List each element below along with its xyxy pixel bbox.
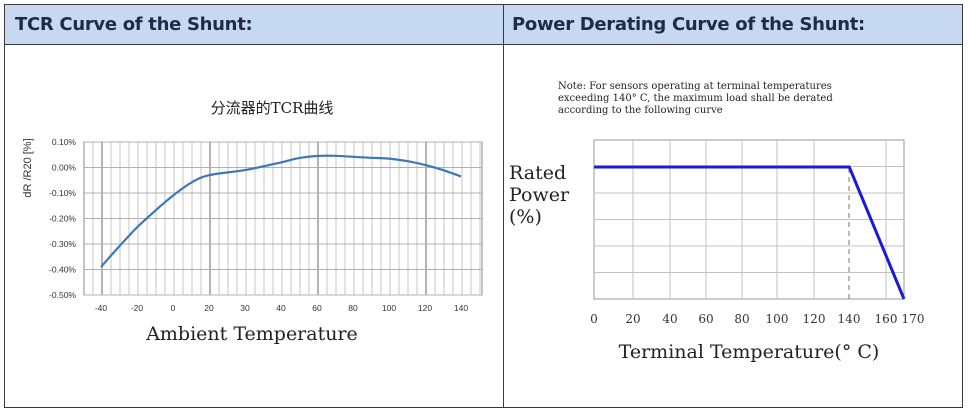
tcr-x-tick-label: 0 — [171, 303, 176, 313]
tcr-y-tick-label: -0.10% — [49, 188, 76, 198]
derating-note-line: Note: For sensors operating at terminal … — [558, 81, 832, 92]
derating-x-tick-label: 40 — [662, 312, 677, 326]
outer-frame — [4, 4, 963, 408]
tcr-y-tick-label: -0.30% — [49, 239, 76, 249]
tcr-header-title: TCR Curve of the Shunt: — [15, 14, 253, 35]
derating-curve — [594, 165, 906, 300]
tcr-x-tick-label: 100 — [382, 303, 396, 313]
tcr-y-tick-label: -0.40% — [49, 265, 76, 275]
tcr-x-tick-label: -40 — [95, 303, 108, 313]
header-divider — [4, 44, 963, 45]
tcr-y-tick-label: 0.00% — [52, 163, 77, 173]
tcr-x-tick-label: 80 — [348, 303, 358, 313]
derating-y-axis-label: (%) — [509, 206, 542, 228]
tcr-chart-title: 分流器的TCR曲线 — [211, 99, 334, 117]
derating-x-axis-label: Terminal Temperature(° C) — [619, 341, 880, 363]
derating-header-title: Power Derating Curve of the Shunt: — [512, 14, 865, 35]
tcr-x-tick-label: 30 — [240, 303, 250, 313]
panel-divider — [503, 4, 504, 408]
tcr-x-axis-label: Ambient Temperature — [145, 323, 358, 345]
tcr-curve — [100, 154, 462, 268]
derating-header: Power Derating Curve of the Shunt: — [504, 5, 962, 44]
derating-x-tick-label: 160 — [875, 312, 898, 326]
tcr-y-tick-label: 0.10% — [52, 137, 77, 147]
tcr-x-tick-label: 20 — [204, 303, 214, 313]
derating-x-tick-label: 140 — [838, 312, 861, 326]
tcr-y-tick-label: -0.50% — [49, 290, 76, 300]
tcr-x-tick-label: 60 — [312, 303, 322, 313]
derating-x-tick-label: 170 — [902, 312, 925, 326]
derating-x-tick-label: 20 — [625, 312, 640, 326]
derating-x-tick-label: 0 — [590, 312, 598, 326]
derating-x-tick-label: 100 — [766, 312, 789, 326]
derating-x-tick-label: 80 — [734, 312, 749, 326]
derating-note-line: according to the following curve — [558, 105, 723, 116]
tcr-x-tick-label: 140 — [454, 303, 468, 313]
tcr-x-tick-label: 40 — [276, 303, 286, 313]
tcr-header: TCR Curve of the Shunt: — [5, 5, 503, 44]
derating-note-line: exceeding 140° C, the maximum load shall… — [558, 93, 833, 104]
derating-y-axis-label: Power — [509, 184, 570, 206]
derating-x-tick-label: 120 — [803, 312, 826, 326]
derating-y-axis-label: Rated — [509, 162, 566, 184]
tcr-y-axis-label: dR /R20 [%] — [22, 138, 34, 197]
tcr-x-tick-label: 120 — [418, 303, 432, 313]
tcr-x-tick-label: -20 — [131, 303, 144, 313]
tcr-y-tick-label: -0.20% — [49, 214, 76, 224]
derating-x-tick-label: 60 — [698, 312, 713, 326]
